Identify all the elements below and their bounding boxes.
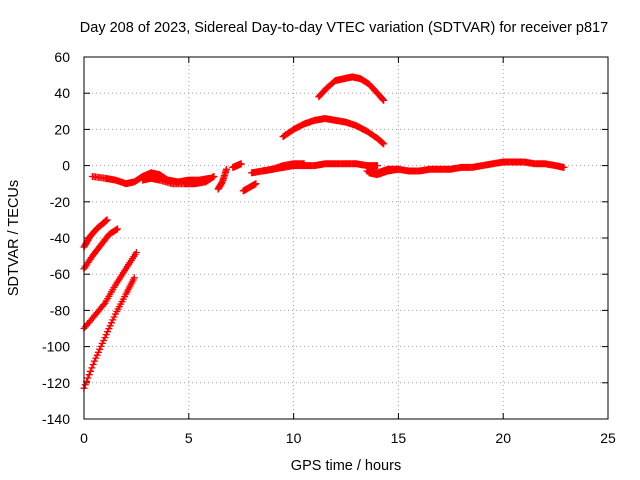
series-arc-hump-1 xyxy=(279,115,388,148)
y-tick-labels: -140 -120 -100 -80 -60 -40 -20 0 20 40 60 xyxy=(42,49,70,427)
x-tick-label: 25 xyxy=(600,430,616,446)
y-tick-label: 60 xyxy=(54,49,70,65)
y-tick-label: -20 xyxy=(50,194,70,210)
x-tick-label: 15 xyxy=(391,430,407,446)
y-tick-label: -100 xyxy=(42,339,70,355)
x-tick-label: 20 xyxy=(495,430,511,446)
x-tick-label: 10 xyxy=(286,430,302,446)
series-arc-tail-b xyxy=(365,165,402,179)
plot-frame xyxy=(83,56,609,420)
x-tick-labels: 0 5 10 15 20 25 xyxy=(80,430,616,446)
y-tick-label: -60 xyxy=(50,266,70,282)
x-tick-label: 5 xyxy=(185,430,193,446)
y-tick-label: 20 xyxy=(54,121,70,137)
y-tick-label: 40 xyxy=(54,85,70,101)
y-tick-label: -140 xyxy=(42,411,70,427)
series-arc-spot xyxy=(229,160,245,171)
series-arc-dip-1 xyxy=(214,165,230,193)
series-arc-base-b xyxy=(139,173,218,188)
series-arc-mid-b xyxy=(258,160,308,175)
series-arc-hump-2 xyxy=(315,73,388,104)
y-tick-label: -80 xyxy=(50,302,70,318)
y-axis-label: SDTVAR / TECUs xyxy=(6,180,22,296)
series-arc-dip-2 xyxy=(239,180,260,195)
chart-title: Day 208 of 2023, Sidereal Day-to-day VTE… xyxy=(80,20,608,36)
y-tick-label: -120 xyxy=(42,375,70,391)
y-tick-label: 0 xyxy=(62,158,70,174)
grid xyxy=(84,57,608,419)
x-tick-label: 0 xyxy=(80,430,88,446)
y-tick-label: -40 xyxy=(50,230,70,246)
x-axis-label: GPS time / hours xyxy=(291,458,401,474)
